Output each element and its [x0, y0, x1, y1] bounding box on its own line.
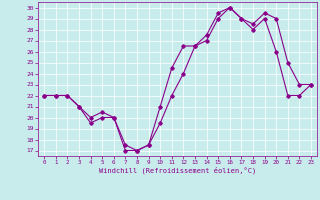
X-axis label: Windchill (Refroidissement éolien,°C): Windchill (Refroidissement éolien,°C) — [99, 167, 256, 174]
